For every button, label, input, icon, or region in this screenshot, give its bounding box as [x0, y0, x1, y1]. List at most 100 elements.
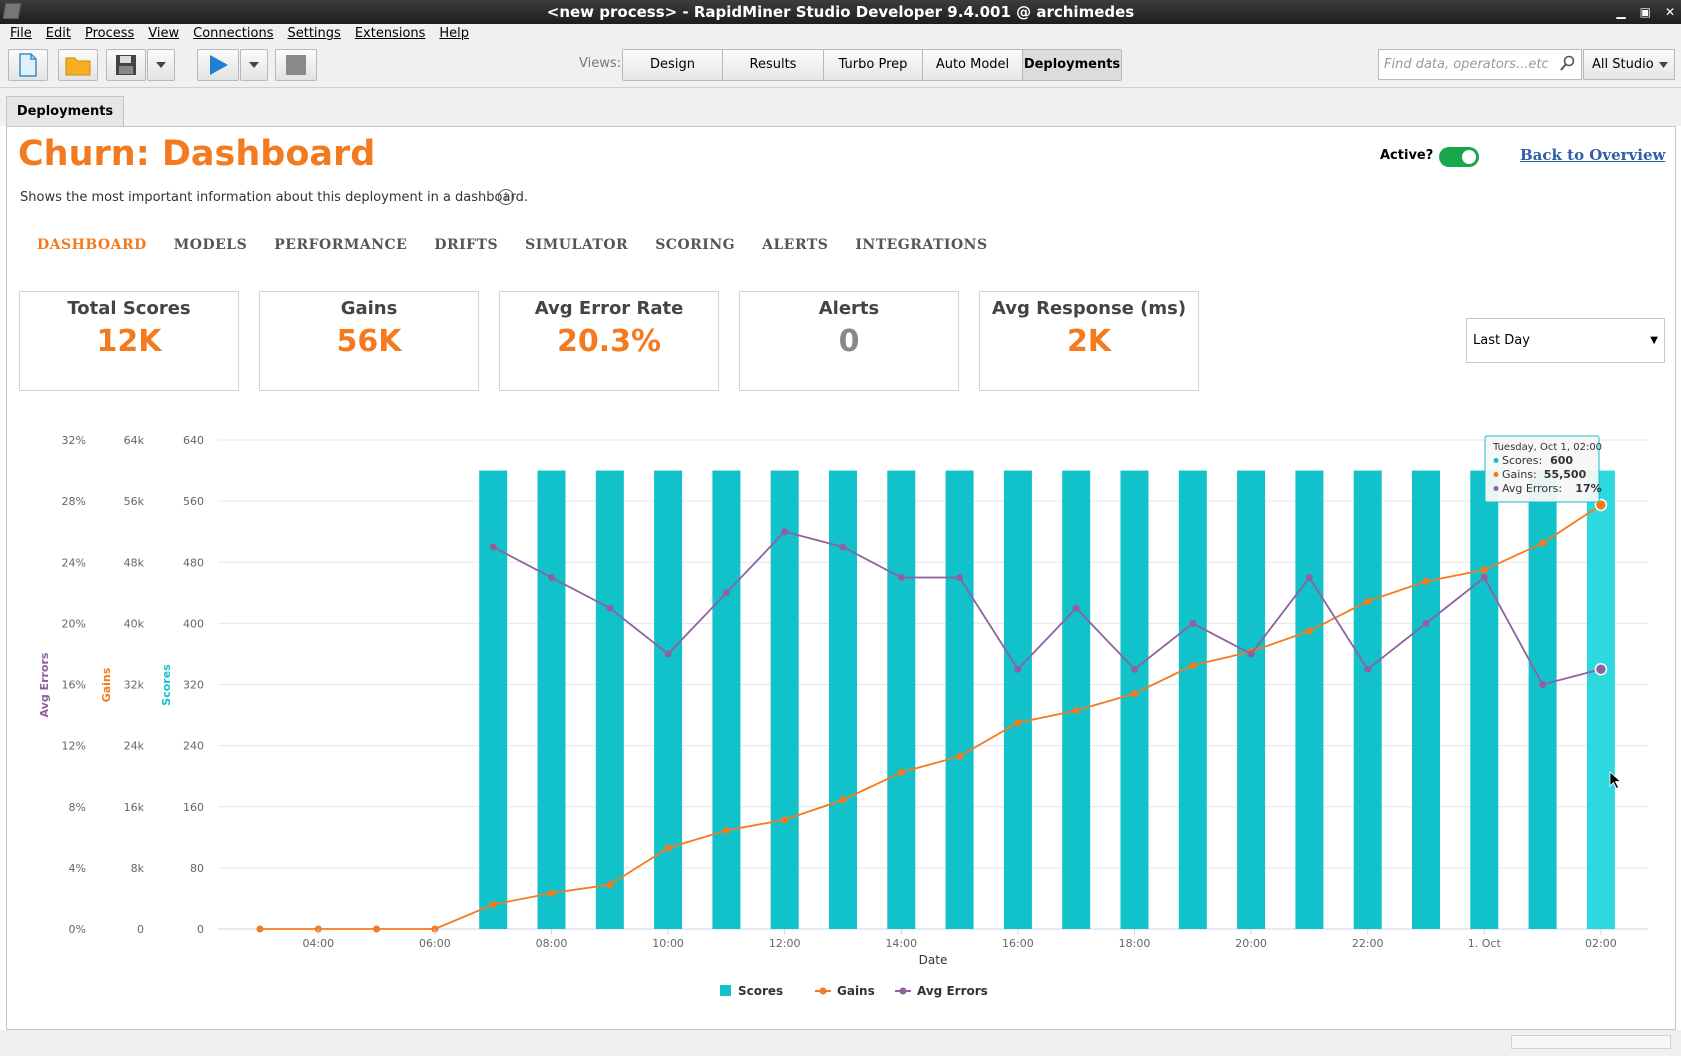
tab-dashboard[interactable]: DASHBOARD — [37, 237, 147, 253]
run-process-button[interactable] — [197, 49, 239, 81]
chart-point-gains — [781, 816, 789, 824]
legend-label-scores: Scores — [738, 984, 783, 998]
chart-point-gains — [1364, 597, 1372, 605]
kpi-label: Gains — [340, 298, 398, 319]
back-to-overview-link[interactable]: Back to Overview — [1520, 146, 1666, 164]
view-auto-model-button[interactable]: Auto Model — [923, 50, 1023, 80]
save-options-dropdown[interactable] — [147, 49, 175, 81]
chart-point-avg-errors — [839, 543, 847, 551]
tab-drifts[interactable]: DRIFTS — [434, 237, 499, 253]
chart-point-avg-errors — [1480, 574, 1488, 582]
dashboard-nav-tabs: DASHBOARD MODELS PERFORMANCE DRIFTS SIMU… — [37, 237, 1015, 253]
menu-edit[interactable]: Edit — [45, 26, 71, 41]
x-tick-label: 16:00 — [1002, 937, 1034, 950]
chart-point-gains — [373, 925, 381, 933]
stop-process-button[interactable] — [275, 49, 317, 81]
run-options-dropdown[interactable] — [240, 49, 268, 81]
window-title: <new process> - RapidMiner Studio Develo… — [546, 3, 1135, 21]
x-tick-label: 14:00 — [885, 937, 917, 950]
chart-point-gains — [548, 889, 555, 897]
tab-simulator[interactable]: SIMULATOR — [525, 237, 629, 253]
toggle-knob — [1462, 150, 1476, 164]
view-deployments-button[interactable]: Deployments — [1023, 50, 1121, 80]
minimize-icon[interactable]: ▁ — [1616, 5, 1626, 19]
y-tick-label: 32% — [62, 434, 86, 447]
chart-point-gains — [897, 768, 905, 776]
view-results-button[interactable]: Results — [723, 50, 824, 80]
kpi-value: 56K — [336, 324, 402, 359]
kpi-value: 0 — [838, 324, 860, 359]
save-button[interactable] — [106, 49, 146, 81]
global-search-input[interactable]: Find data, operators...etc — [1378, 49, 1582, 80]
maximize-icon[interactable]: ▣ — [1639, 5, 1651, 19]
y-tick-label: 320 — [183, 679, 204, 692]
legend-label-gains: Gains — [837, 984, 875, 998]
tooltip-label: Avg Errors: — [1502, 482, 1562, 495]
view-design-button[interactable]: Design — [623, 50, 723, 80]
chart-point-gains — [1072, 706, 1080, 714]
chart-point-gains — [839, 796, 847, 804]
chart-point-avg-errors — [606, 604, 614, 612]
tab-deployments[interactable]: Deployments — [6, 96, 124, 127]
chart-point-avg-errors — [489, 543, 497, 551]
menu-process[interactable]: Process — [84, 26, 135, 41]
menu-view[interactable]: View — [148, 26, 180, 41]
menu-extensions[interactable]: Extensions — [354, 26, 426, 41]
chevron-down-icon — [1659, 62, 1668, 68]
chart-bar-scores — [1178, 470, 1207, 929]
y-axis-title: Gains — [100, 667, 113, 702]
chart-bar-scores — [654, 470, 683, 929]
y-tick-label: 0 — [197, 923, 204, 936]
views-switcher: Design Results Turbo Prep Auto Model Dep… — [622, 49, 1122, 81]
chart-bar-scores — [945, 470, 974, 929]
tooltip-bullet — [1493, 472, 1499, 477]
chart-point-avg-errors — [1131, 665, 1138, 673]
kpi-label: Avg Error Rate — [534, 298, 684, 319]
tab-alerts[interactable]: ALERTS — [762, 237, 829, 253]
chart-point-avg-errors — [1014, 665, 1022, 673]
menu-settings[interactable]: Settings — [287, 26, 341, 41]
open-button[interactable] — [58, 49, 98, 81]
chart-bar-scores — [1003, 470, 1032, 929]
menu-connections[interactable]: Connections — [193, 26, 274, 41]
chart-point-gains — [489, 901, 497, 909]
kpi-alerts: Alerts 0 — [739, 291, 959, 391]
stop-icon — [286, 55, 306, 75]
tab-models[interactable]: MODELS — [173, 237, 248, 253]
tab-performance[interactable]: PERFORMANCE — [274, 237, 408, 253]
tooltip-bullet — [1493, 486, 1499, 491]
legend-label-avg-errors: Avg Errors — [917, 984, 988, 998]
chart-point-gains — [1131, 690, 1138, 698]
x-tick-label: 10:00 — [652, 937, 684, 950]
chart-point-avg-errors — [1189, 619, 1197, 627]
search-icon[interactable] — [1559, 55, 1575, 73]
y-tick-label: 40k — [124, 617, 145, 630]
tab-integrations[interactable]: INTEGRATIONS — [855, 237, 988, 253]
chart-point-avg-errors — [956, 574, 964, 582]
y-tick-label: 48k — [124, 556, 145, 569]
new-process-button[interactable] — [8, 49, 48, 81]
y-tick-label: 56k — [124, 495, 145, 508]
chart-tooltip — [1484, 435, 1600, 503]
chevron-down-icon: ▼ — [1650, 335, 1658, 346]
x-tick-label: 06:00 — [419, 937, 451, 950]
tooltip-value: 17% — [1575, 482, 1601, 495]
chart-point-gains — [664, 844, 672, 852]
view-turbo-prep-button[interactable]: Turbo Prep — [824, 50, 923, 80]
menu-help[interactable]: Help — [439, 26, 470, 41]
close-icon[interactable]: ✕ — [1664, 5, 1675, 19]
page-title: Churn: Dashboard — [18, 134, 376, 174]
y-tick-label: 400 — [183, 617, 204, 630]
time-range-select[interactable]: Last Day ▼ — [1466, 318, 1665, 363]
kpi-total-scores: Total Scores 12K — [19, 291, 239, 391]
y-tick-label: 560 — [183, 495, 204, 508]
info-icon[interactable]: i — [498, 189, 514, 205]
window-title-bar: <new process> - RapidMiner Studio Develo… — [0, 0, 1681, 24]
active-toggle[interactable] — [1439, 147, 1479, 167]
tab-scoring[interactable]: SCORING — [655, 237, 736, 253]
chart-point-avg-errors — [1594, 662, 1608, 676]
kpi-label: Alerts — [818, 298, 880, 319]
chart-point-avg-errors — [1422, 619, 1430, 627]
search-scope-select[interactable]: All Studio — [1583, 49, 1675, 80]
menu-file[interactable]: File — [10, 26, 32, 41]
